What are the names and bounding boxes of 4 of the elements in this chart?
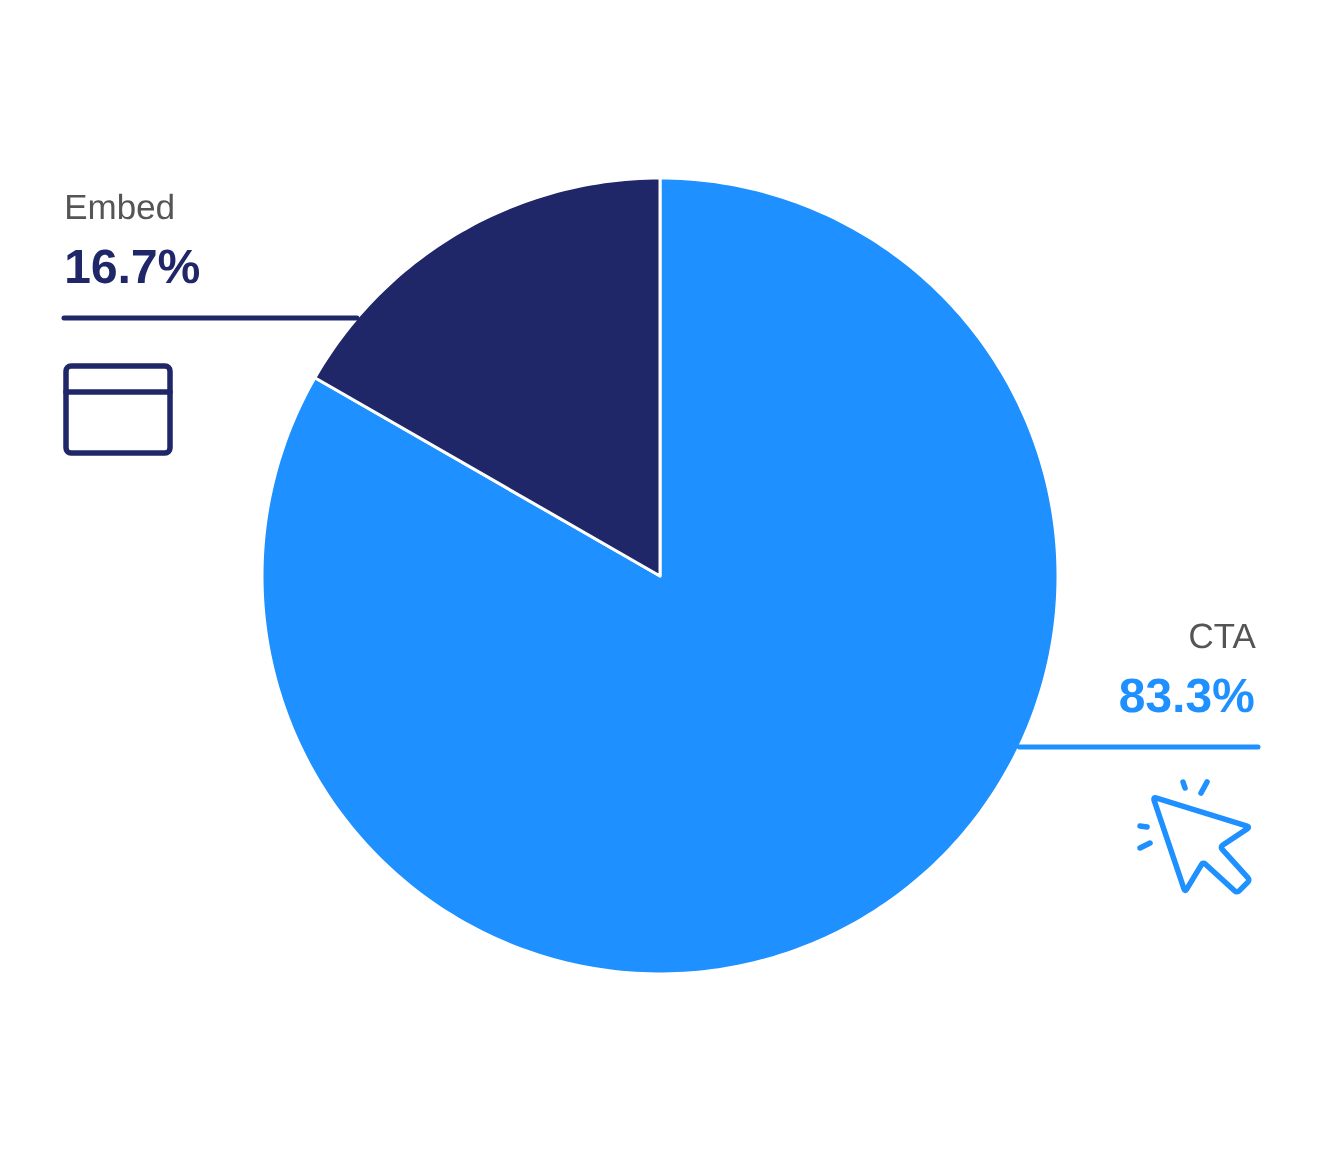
slice-label: Embed bbox=[67, 193, 173, 220]
slice-label: CTA bbox=[1190, 623, 1256, 649]
data-label: 16.7% bbox=[67, 249, 200, 284]
data-label: 83.3% bbox=[1120, 678, 1254, 713]
